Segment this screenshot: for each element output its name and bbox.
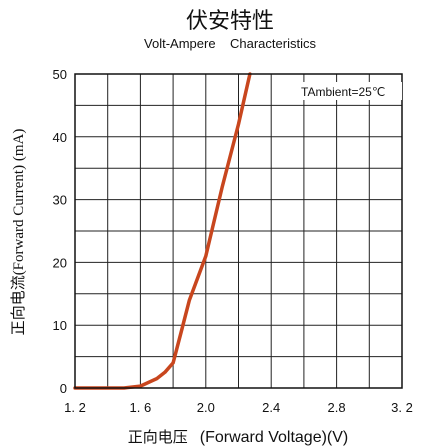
x-tick-label: 2.8 xyxy=(328,400,346,415)
annotation-background xyxy=(298,82,402,100)
chart-subtitle: Volt-Ampere Characteristics xyxy=(144,36,316,51)
x-axis-label: 正向电压 (Forward Voltage)(V) xyxy=(128,428,349,446)
x-tick-label: 2.0 xyxy=(197,400,215,415)
iv-curve-line xyxy=(73,72,252,390)
x-tick-labels: 1. 2 1. 6 2.0 2.4 2.8 3. 2 xyxy=(64,400,413,415)
x-tick-label: 1. 2 xyxy=(64,400,86,415)
x-tick-label: 3. 2 xyxy=(391,400,413,415)
y-tick-label: 10 xyxy=(53,318,67,333)
y-tick-labels: 0 10 20 30 40 50 xyxy=(53,67,67,396)
x-axis-label-cn: 正向电压 xyxy=(128,428,188,446)
y-axis-label: 正向电流(Forward Current) (mA) xyxy=(10,129,27,336)
x-axis-label-en: (Forward Voltage)(V) xyxy=(200,429,349,446)
y-tick-label: 0 xyxy=(60,381,67,396)
grid-lines xyxy=(75,74,402,388)
y-tick-label: 30 xyxy=(53,193,67,208)
series-layer xyxy=(73,72,252,390)
ambient-annotation: TAmbient=25℃ xyxy=(301,85,385,99)
x-tick-label: 2.4 xyxy=(262,400,280,415)
x-tick-label: 1. 6 xyxy=(130,400,152,415)
plot-border xyxy=(74,73,403,389)
plot-frame xyxy=(74,73,403,389)
y-tick-label: 50 xyxy=(53,67,67,82)
y-tick-label: 20 xyxy=(53,255,67,270)
chart-title: 伏安特性 xyxy=(186,9,274,34)
y-tick-label: 40 xyxy=(53,130,67,145)
